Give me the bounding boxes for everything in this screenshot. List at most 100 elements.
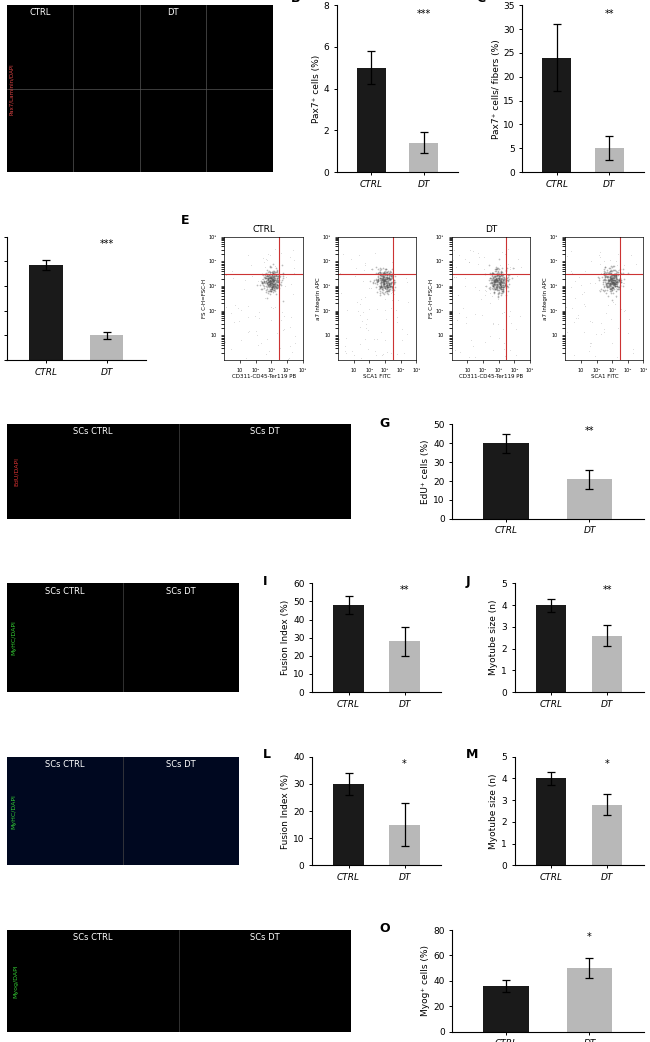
Point (278, 265, 288, 281)
Point (376, 280, 387, 297)
Point (585, 313, 595, 329)
Text: SCs DT: SCs DT (166, 587, 196, 596)
Point (386, 273, 396, 290)
Point (499, 270, 510, 287)
Point (242, 298, 253, 315)
Point (503, 241, 514, 257)
Point (285, 249, 295, 266)
Point (267, 278, 278, 295)
Point (270, 264, 281, 280)
Point (378, 259, 389, 276)
Point (262, 252, 272, 269)
Point (487, 268, 497, 284)
Point (470, 278, 480, 295)
Point (382, 263, 393, 279)
Point (267, 264, 278, 280)
Point (387, 277, 397, 294)
Point (607, 274, 618, 291)
Point (500, 276, 510, 293)
Point (497, 267, 507, 283)
Point (609, 276, 619, 293)
Point (514, 307, 525, 324)
Point (497, 259, 508, 276)
Point (611, 277, 621, 294)
Point (265, 275, 275, 292)
Point (595, 315, 606, 331)
Point (612, 278, 623, 295)
Point (370, 275, 380, 292)
Point (584, 338, 595, 354)
Point (380, 271, 390, 288)
Point (377, 272, 387, 289)
Point (493, 281, 504, 298)
Point (611, 265, 621, 281)
Point (382, 264, 392, 280)
Point (484, 270, 495, 287)
Point (268, 273, 278, 290)
Point (361, 316, 371, 332)
Point (221, 299, 231, 316)
Point (265, 275, 276, 292)
Point (502, 282, 513, 299)
Point (491, 272, 502, 289)
Point (243, 247, 254, 264)
Point (267, 281, 278, 298)
Point (265, 269, 276, 286)
Point (493, 267, 503, 283)
Point (612, 270, 622, 287)
Point (382, 266, 392, 282)
Point (387, 262, 397, 278)
Point (262, 330, 272, 347)
Point (505, 302, 515, 319)
Point (289, 259, 300, 276)
Point (379, 274, 389, 291)
Y-axis label: Myog⁺ cells (%): Myog⁺ cells (%) (421, 945, 430, 1016)
Point (611, 269, 621, 286)
Point (607, 272, 618, 289)
Point (269, 277, 280, 294)
Point (613, 264, 623, 280)
Point (240, 272, 250, 289)
Point (484, 266, 495, 282)
Point (260, 258, 270, 275)
Point (491, 277, 502, 294)
Point (264, 267, 274, 283)
Point (601, 266, 611, 282)
Point (268, 275, 279, 292)
Point (266, 280, 277, 297)
Point (378, 272, 389, 289)
Point (386, 277, 396, 294)
Point (627, 344, 638, 361)
Point (604, 278, 615, 295)
Point (493, 289, 503, 305)
Point (504, 342, 515, 358)
Point (258, 270, 268, 287)
Point (492, 273, 502, 290)
Point (268, 256, 279, 273)
Text: C: C (476, 0, 486, 5)
Point (384, 279, 394, 296)
Point (615, 278, 625, 295)
Point (382, 270, 392, 287)
Point (267, 279, 278, 296)
Point (384, 282, 394, 299)
Point (609, 262, 619, 278)
Point (495, 275, 505, 292)
Point (494, 269, 504, 286)
Point (612, 256, 622, 273)
Point (608, 277, 619, 294)
Point (493, 288, 504, 304)
Point (494, 278, 504, 295)
Point (500, 275, 511, 292)
Point (473, 249, 484, 266)
X-axis label: SCA1 FITC: SCA1 FITC (363, 374, 391, 379)
Point (350, 268, 361, 284)
Point (376, 272, 387, 289)
Point (599, 324, 610, 341)
Point (613, 267, 623, 283)
Point (265, 275, 275, 292)
Point (614, 272, 625, 289)
Point (264, 277, 274, 294)
Point (484, 272, 494, 289)
Point (599, 263, 609, 279)
